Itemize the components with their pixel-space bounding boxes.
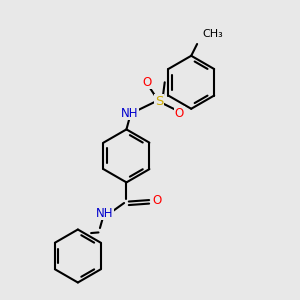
Text: O: O [175,107,184,120]
Text: NH: NH [96,207,113,220]
Text: O: O [142,76,152,89]
Text: S: S [154,95,163,108]
Text: NH: NH [121,107,138,120]
Text: CH₃: CH₃ [202,29,223,39]
Text: O: O [152,194,161,207]
